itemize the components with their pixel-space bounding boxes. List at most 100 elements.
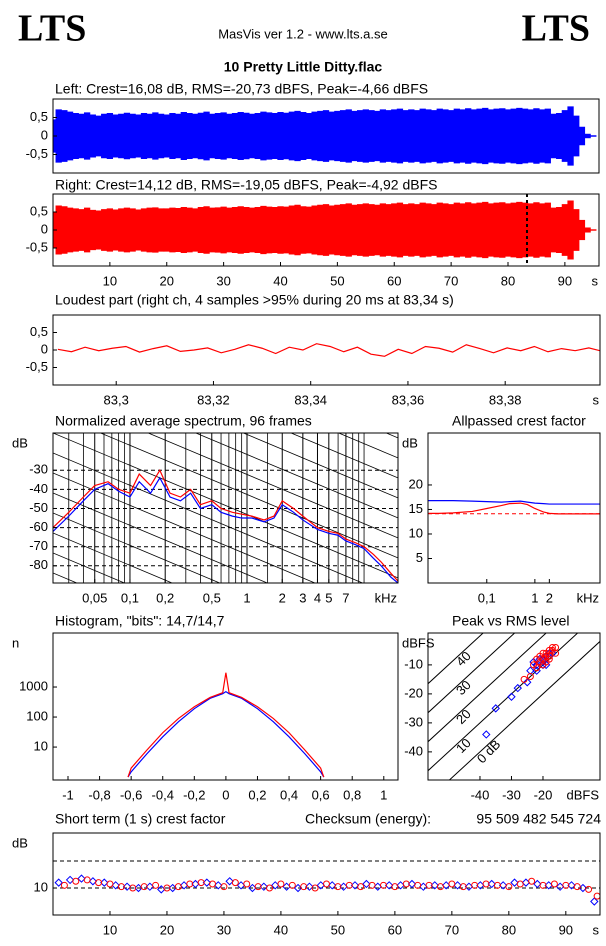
crest-line [428,633,484,685]
x-tick-label: 83,3 [104,392,129,407]
crest-line [448,641,600,780]
x-unit: dBFS [566,787,599,802]
checksum-label: Checksum (energy): [305,811,431,827]
y-tick-label: 20 [409,476,423,491]
y-tick-label: -30 [29,462,48,477]
point [562,881,570,889]
plot-frame [427,432,601,584]
point [526,666,535,675]
point [266,884,274,892]
slope-line [194,433,398,519]
y-tick-label: 0 [41,127,48,142]
slope-line [290,433,398,479]
x-tick-label: 10 [103,273,117,288]
panel-title: Histogram, "bits": 14,7/14,7 [55,613,225,629]
point [334,883,342,891]
panel-title: Allpassed crest factor [452,413,586,429]
y-unit: dB [402,435,418,450]
point [528,877,536,885]
x-tick-label: 0,8 [343,787,361,802]
point [163,884,171,892]
x-tick-label: 83,32 [197,392,230,407]
point [225,877,234,886]
x-tick-label: 70 [445,922,459,937]
x-tick-label: 60 [387,273,401,288]
plot-frame [52,632,399,781]
x-tick-label: 40 [273,273,287,288]
plot-frame [52,193,600,267]
slope-line [242,433,398,499]
x-tick-label: 40 [274,922,288,937]
slope-line [53,512,221,583]
x-tick-label: 80 [502,922,516,937]
slope-line [53,532,174,583]
data-line [53,468,398,582]
panel-title: Peak vs RMS level [452,613,569,629]
point [305,882,314,891]
y-tick-label: 1000 [19,678,48,693]
y-tick-label: -30 [404,714,423,729]
point [65,875,75,885]
x-tick-label: 30 [216,273,230,288]
point [54,878,63,887]
x-tick-label: -30 [502,787,521,802]
y-tick-label: 100 [26,708,48,723]
point [122,882,132,891]
plot-frame [52,314,601,386]
point [459,883,467,891]
x-tick-label: 0,2 [248,787,266,802]
data-line [57,343,600,357]
y-tick-label: 15 [409,501,423,516]
x-tick-label: 20 [160,273,174,288]
panel-title: Short term (1 s) crest factor [55,811,226,827]
point [510,878,519,887]
y-tick-label: -60 [29,519,48,534]
point [186,880,194,888]
plot-area [127,672,325,778]
x-tick-label: 60 [388,922,402,937]
point [95,879,103,887]
plot-area [428,633,600,780]
point [72,877,80,885]
y-tick-label: 10 [34,739,48,754]
point [197,879,205,887]
x-unit: kHz [375,590,397,605]
y-tick-label: -20 [404,685,423,700]
plot-area [53,200,597,260]
point [254,883,262,891]
point [516,880,524,888]
point [425,881,433,889]
x-tick-label: -0,2 [183,787,205,802]
logo-left: LTS [18,8,86,50]
point [300,883,308,891]
x-tick-label: 83,36 [392,392,425,407]
plot-frame [427,632,601,781]
y-tick-label: 10 [409,525,423,540]
point [505,883,513,891]
point [323,880,330,888]
point [231,879,239,887]
x-tick-label: 5 [325,590,332,605]
crest-line [428,633,579,772]
y-tick-label: 0 [41,341,48,356]
point [593,892,600,900]
x-tick-label: 0,1 [478,590,496,605]
x-tick-label: 50 [330,273,344,288]
y-tick-label: 0,5 [30,109,48,124]
point [243,880,251,888]
panel-title: Loudest part (right ch, 4 samples >95% d… [55,292,454,308]
x-tick-label: -0,6 [120,787,142,802]
plot-area [53,860,600,906]
y-tick-label: -0,5 [26,239,48,254]
point [482,880,490,888]
point [60,881,68,889]
panel-title: Normalized average spectrum, 96 frames [55,413,312,429]
point [140,883,148,891]
slope-line [53,552,126,583]
x-tick-label: 20 [160,922,174,937]
x-tick-label: 50 [331,922,345,937]
point [552,643,560,651]
x-tick-label: 1 [243,590,250,605]
point [533,879,542,889]
x-unit: s [593,392,600,407]
